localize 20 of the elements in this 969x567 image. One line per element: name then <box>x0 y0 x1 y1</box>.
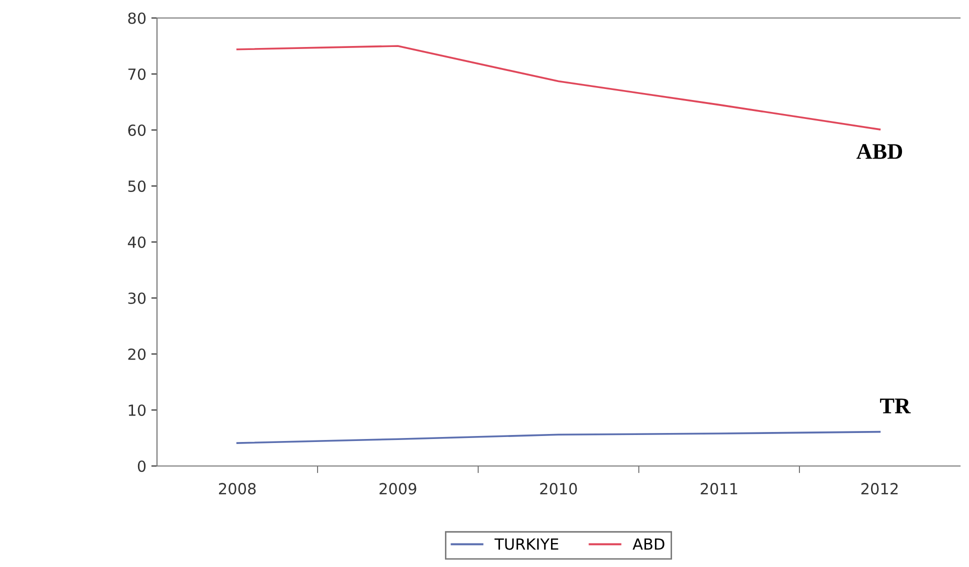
y-tick-label: 80 <box>128 12 146 24</box>
y-tick-label: 0 <box>138 460 146 472</box>
y-tick-label: 10 <box>128 404 146 416</box>
legend-label: TURKIYE <box>494 538 558 550</box>
y-tick-label: 30 <box>128 292 146 304</box>
line-series <box>236 45 881 130</box>
x-tick-label: 2008 <box>218 482 256 494</box>
x-tick-label: 2010 <box>540 482 577 494</box>
x-tick-label: 2012 <box>861 482 898 494</box>
annotation: TR <box>880 398 911 414</box>
y-tick-label: 50 <box>128 180 146 192</box>
y-tick-label: 60 <box>128 124 146 136</box>
annotation: ABD <box>856 144 902 159</box>
x-tick-label: 2009 <box>380 482 416 494</box>
legend-label: ABD <box>632 538 664 550</box>
y-tick-label: 40 <box>128 236 146 248</box>
x-tick-label: 2011 <box>700 482 738 494</box>
line-series <box>236 430 881 444</box>
y-tick-label: 70 <box>128 68 146 80</box>
y-tick-label: 20 <box>128 348 146 360</box>
